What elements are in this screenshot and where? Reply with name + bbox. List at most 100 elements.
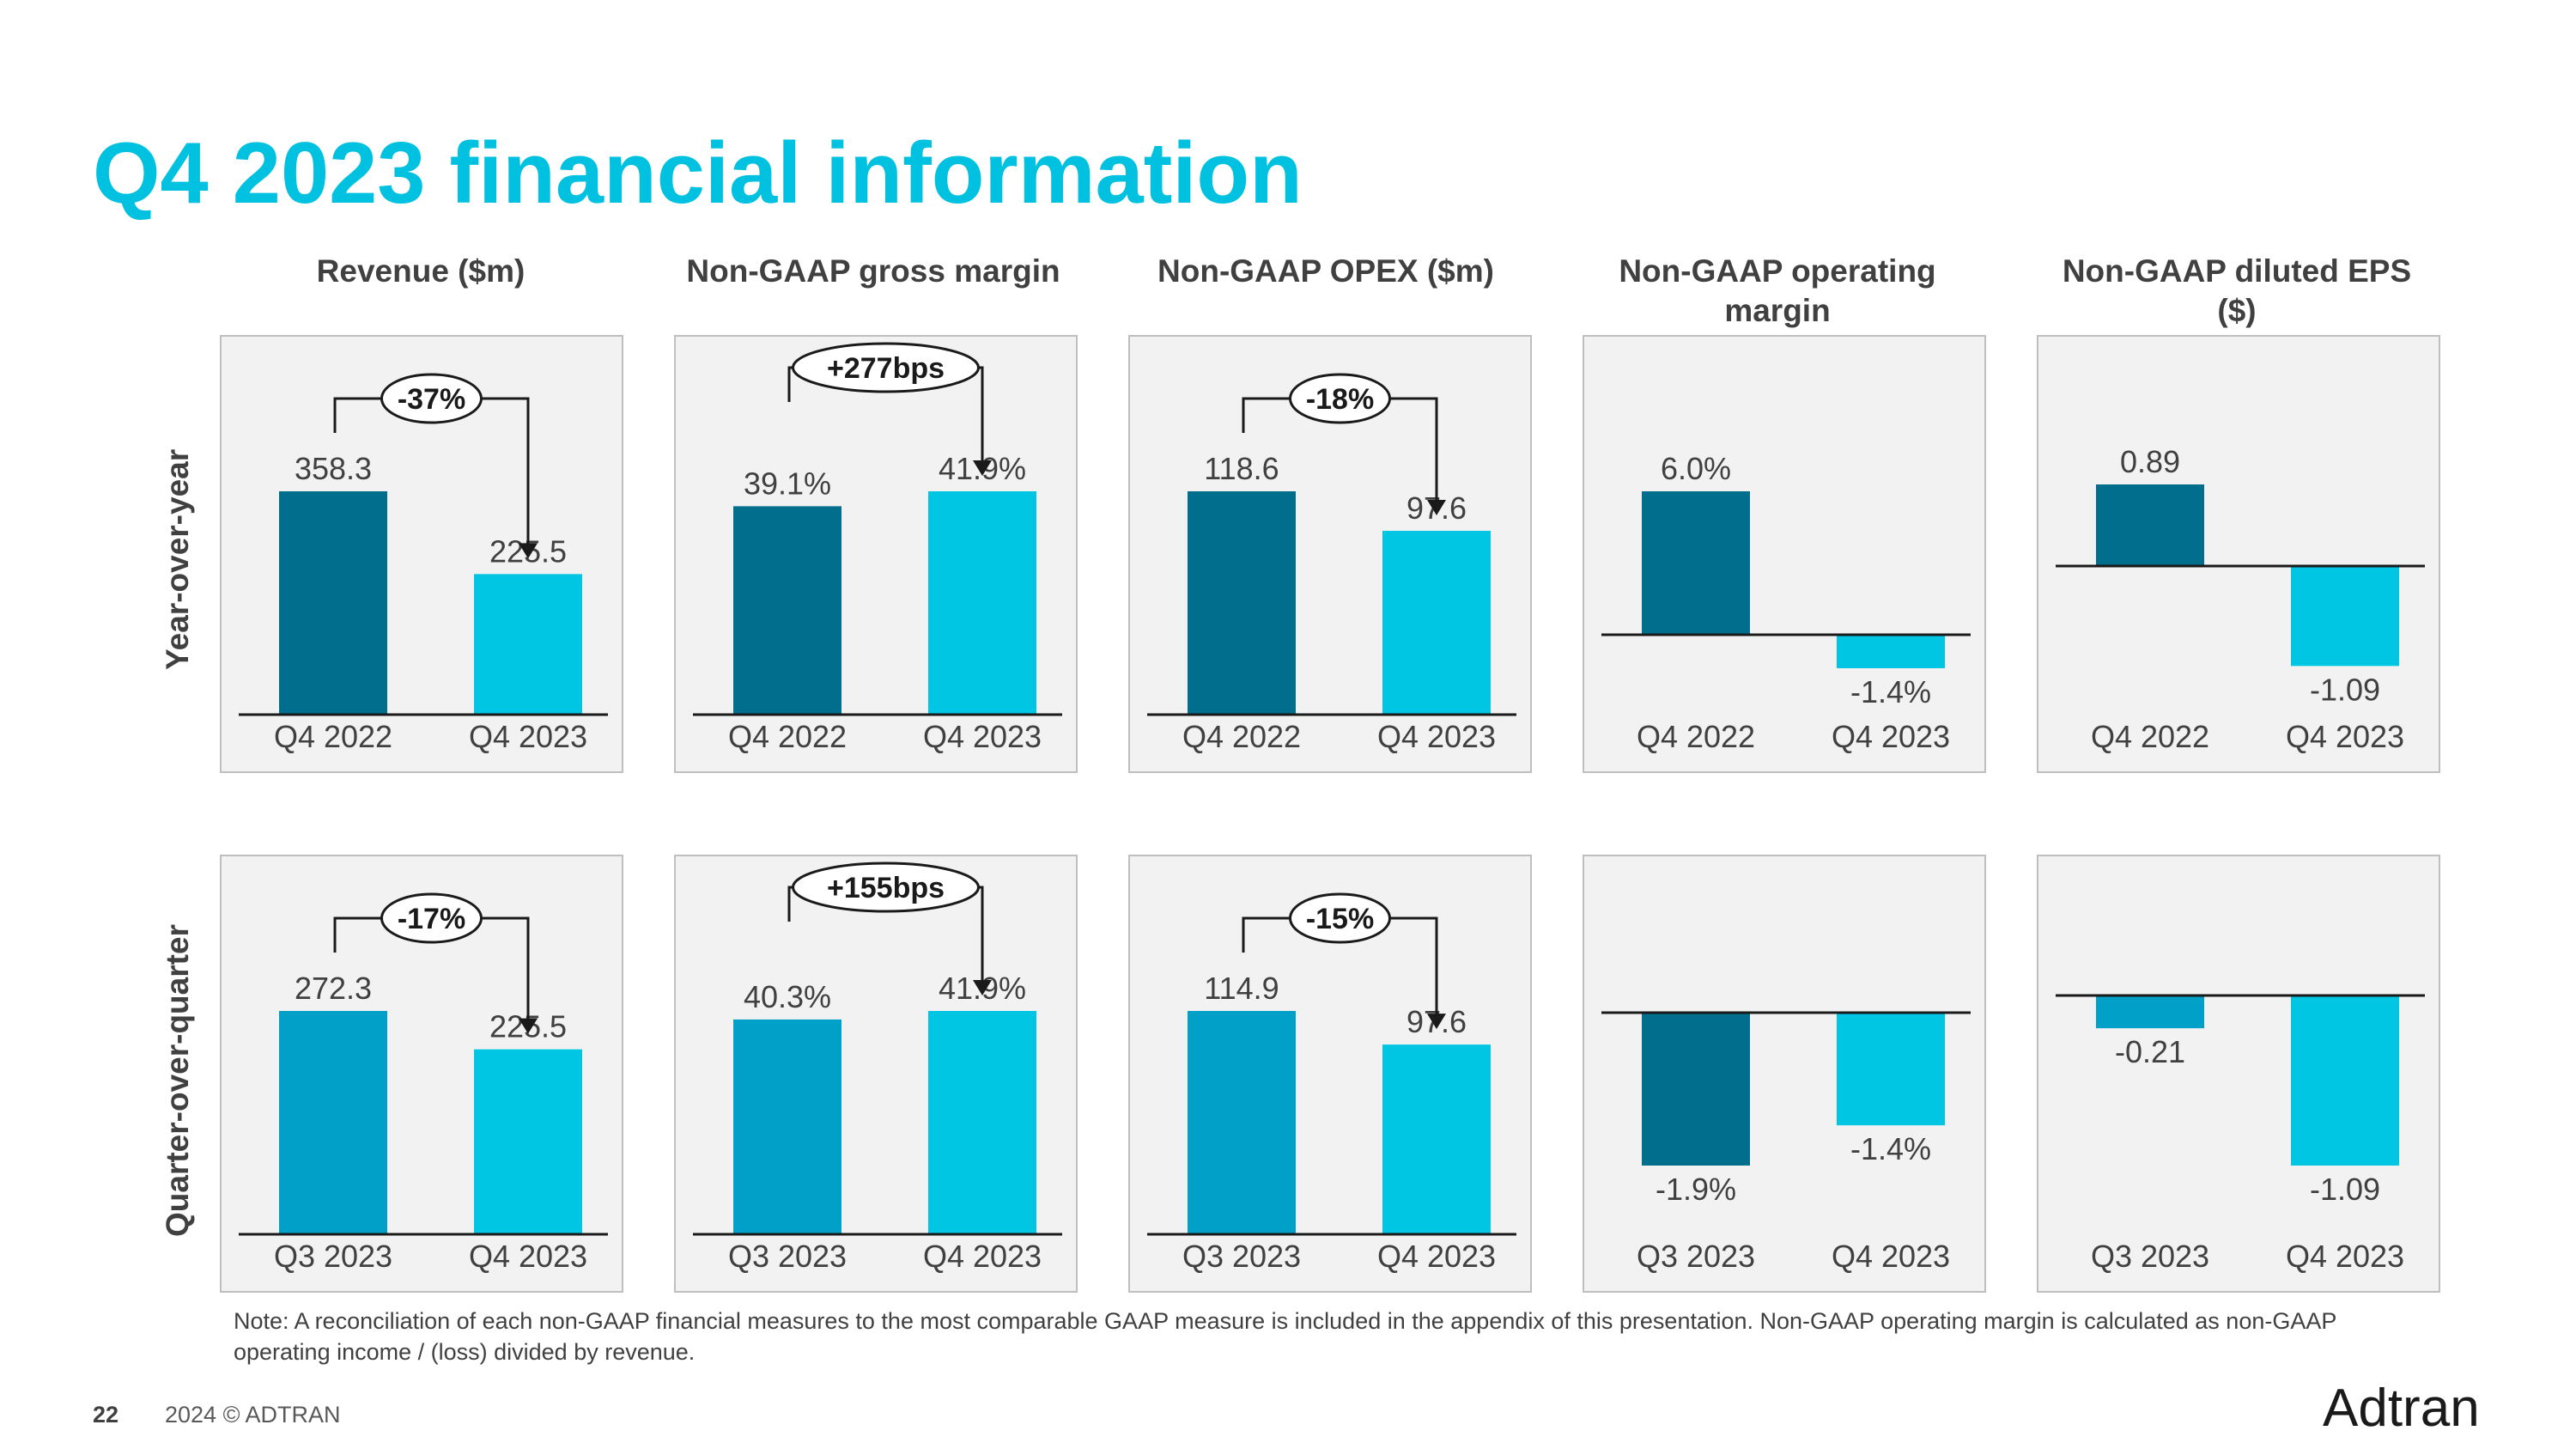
category-label: Q4 2023: [923, 719, 1042, 754]
change-badge: [380, 892, 483, 944]
bar: [1837, 635, 1945, 668]
page-number: 22: [93, 1402, 119, 1428]
row-header-quarter-over-quarter: Quarter-over-quarter: [160, 924, 195, 1237]
category-label: Q4 2023: [2286, 719, 2404, 754]
chart-svg: -0.21 -1.09 Q3 2023 Q4 2023: [2056, 994, 2425, 1274]
category-label: Q4 2022: [728, 719, 847, 754]
column-header-opex: Non-GAAP OPEX ($m): [1157, 253, 1494, 289]
change-label: -15%: [1306, 903, 1374, 935]
column-header-revenue: Revenue ($m): [316, 253, 526, 289]
change-arrow: [519, 543, 538, 559]
bar: [2096, 484, 2204, 566]
change-arrow: [519, 1018, 538, 1034]
data-label: 358.3: [295, 451, 372, 486]
bar: [1642, 491, 1750, 635]
category-label: Q4 2022: [1637, 719, 1755, 754]
copyright: 2024 © ADTRAN: [165, 1402, 341, 1428]
data-label: 39.1%: [744, 466, 831, 501]
data-label: -1.09: [2310, 1172, 2380, 1207]
category-label: Q4 2023: [1832, 1239, 1950, 1274]
bar: [1642, 1013, 1750, 1166]
data-label: -1.4%: [1850, 1131, 1931, 1166]
category-label: Q4 2022: [1182, 719, 1301, 754]
data-label: -1.9%: [1656, 1172, 1736, 1207]
bar: [1188, 1011, 1296, 1234]
category-label: Q4 2023: [1377, 1239, 1496, 1274]
change-badge: [380, 373, 483, 424]
bar: [1837, 1013, 1945, 1126]
category-label: Q3 2023: [1182, 1239, 1301, 1274]
bar: [1188, 491, 1296, 715]
bar: [474, 1049, 582, 1234]
data-label: 114.9: [1204, 971, 1279, 1006]
column-header-operating-margin: Non-GAAP operating margin: [1619, 253, 1936, 329]
data-label: 6.0%: [1661, 451, 1731, 486]
category-label: Q3 2023: [2091, 1239, 2209, 1274]
change-badge: [792, 861, 980, 913]
category-label: Q4 2023: [1832, 719, 1950, 754]
change-label: +277bps: [827, 352, 945, 385]
category-label: Q4 2023: [469, 1239, 587, 1274]
bar: [733, 1019, 841, 1234]
bar: [2096, 995, 2204, 1029]
bar: [474, 574, 582, 715]
chart-svg: 6.0% -1.4% Q4 2022 Q4 2023: [1601, 451, 1971, 754]
column-header-eps: Non-GAAP diluted EPS ($): [2062, 253, 2412, 329]
category-label: Q4 2023: [2286, 1239, 2404, 1274]
bar: [2291, 566, 2399, 667]
row-header-year-over-year: Year-over-year: [160, 448, 195, 670]
category-label: Q4 2023: [469, 719, 587, 754]
change-arrow: [1427, 1014, 1446, 1030]
change-arrow: [973, 460, 992, 476]
change-label: -17%: [398, 903, 465, 935]
page-title: Q4 2023 financial information: [93, 125, 1303, 222]
panel-yoy-eps: 0.89 -1.09 Q4 2022 Q4 2023: [2037, 335, 2440, 773]
change-label: -37%: [398, 383, 465, 416]
change-arrow: [1427, 500, 1446, 516]
category-label: Q3 2023: [274, 1239, 392, 1274]
data-label: 40.3%: [744, 979, 831, 1014]
data-label: -1.4%: [1850, 674, 1931, 709]
bar: [279, 491, 387, 715]
bar: [1382, 1044, 1491, 1234]
bar: [279, 1011, 387, 1234]
change-arrow: [973, 980, 992, 995]
change-badge: [1289, 373, 1391, 424]
column-header-gross-margin: Non-GAAP gross margin: [686, 253, 1060, 289]
panel-qoq-operating-margin: -1.9% -1.4% Q3 2023 Q4 2023: [1583, 855, 1986, 1293]
chart-svg: -1.9% -1.4% Q3 2023 Q4 2023: [1601, 1011, 1971, 1274]
adtran-logo: Adtran: [2323, 1379, 2480, 1438]
adtran-logo-text: Adtran: [2323, 1379, 2480, 1438]
bar: [1382, 531, 1491, 715]
change-badge: [1289, 892, 1391, 944]
category-label: Q3 2023: [728, 1239, 847, 1274]
bar: [733, 506, 841, 715]
change-label: -18%: [1306, 383, 1374, 416]
panel-qoq-eps: -0.21 -1.09 Q3 2023 Q4 2023: [2037, 855, 2440, 1293]
category-label: Q4 2023: [1377, 719, 1496, 754]
change-label: +155bps: [827, 872, 945, 904]
category-label: Q3 2023: [1637, 1239, 1755, 1274]
bar: [928, 491, 1036, 715]
bar: [2291, 995, 2399, 1166]
data-label: -0.21: [2115, 1034, 2185, 1069]
category-label: Q4 2022: [2091, 719, 2209, 754]
data-label: -1.09: [2310, 672, 2380, 707]
data-label: 118.6: [1204, 451, 1279, 486]
data-label: 0.89: [2120, 444, 2180, 479]
panel-yoy-operating-margin: 6.0% -1.4% Q4 2022 Q4 2023: [1583, 335, 1986, 773]
chart-svg: 0.89 -1.09 Q4 2022 Q4 2023: [2056, 444, 2425, 754]
change-badge: [792, 342, 980, 393]
